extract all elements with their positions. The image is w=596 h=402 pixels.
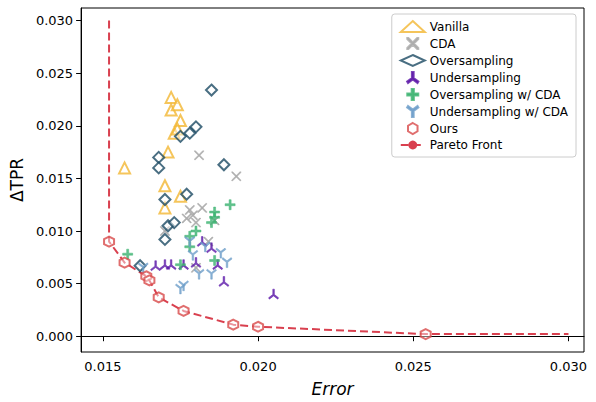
svg-text:CDA: CDA (430, 37, 456, 51)
svg-text:ΔTPR: ΔTPR (7, 158, 27, 202)
svg-text:0.025: 0.025 (36, 66, 73, 81)
svg-text:Ours: Ours (430, 122, 458, 136)
svg-text:Undersampling: Undersampling (430, 71, 521, 85)
svg-text:0.030: 0.030 (550, 359, 587, 374)
svg-text:0.000: 0.000 (36, 329, 73, 344)
svg-text:0.030: 0.030 (36, 13, 73, 28)
svg-text:0.005: 0.005 (36, 276, 73, 291)
svg-text:Pareto Front: Pareto Front (430, 138, 503, 152)
svg-text:Vanilla: Vanilla (430, 20, 470, 34)
svg-text:Oversampling: Oversampling (430, 54, 514, 68)
svg-text:Undersampling w/ CDA: Undersampling w/ CDA (430, 105, 569, 119)
svg-text:0.020: 0.020 (239, 359, 276, 374)
svg-text:Error: Error (311, 379, 354, 399)
svg-text:0.015: 0.015 (84, 359, 121, 374)
svg-text:0.025: 0.025 (395, 359, 432, 374)
svg-text:Oversampling w/ CDA: Oversampling w/ CDA (430, 88, 562, 102)
svg-text:0.020: 0.020 (36, 118, 73, 133)
svg-text:0.010: 0.010 (36, 224, 73, 239)
svg-text:0.015: 0.015 (36, 171, 73, 186)
